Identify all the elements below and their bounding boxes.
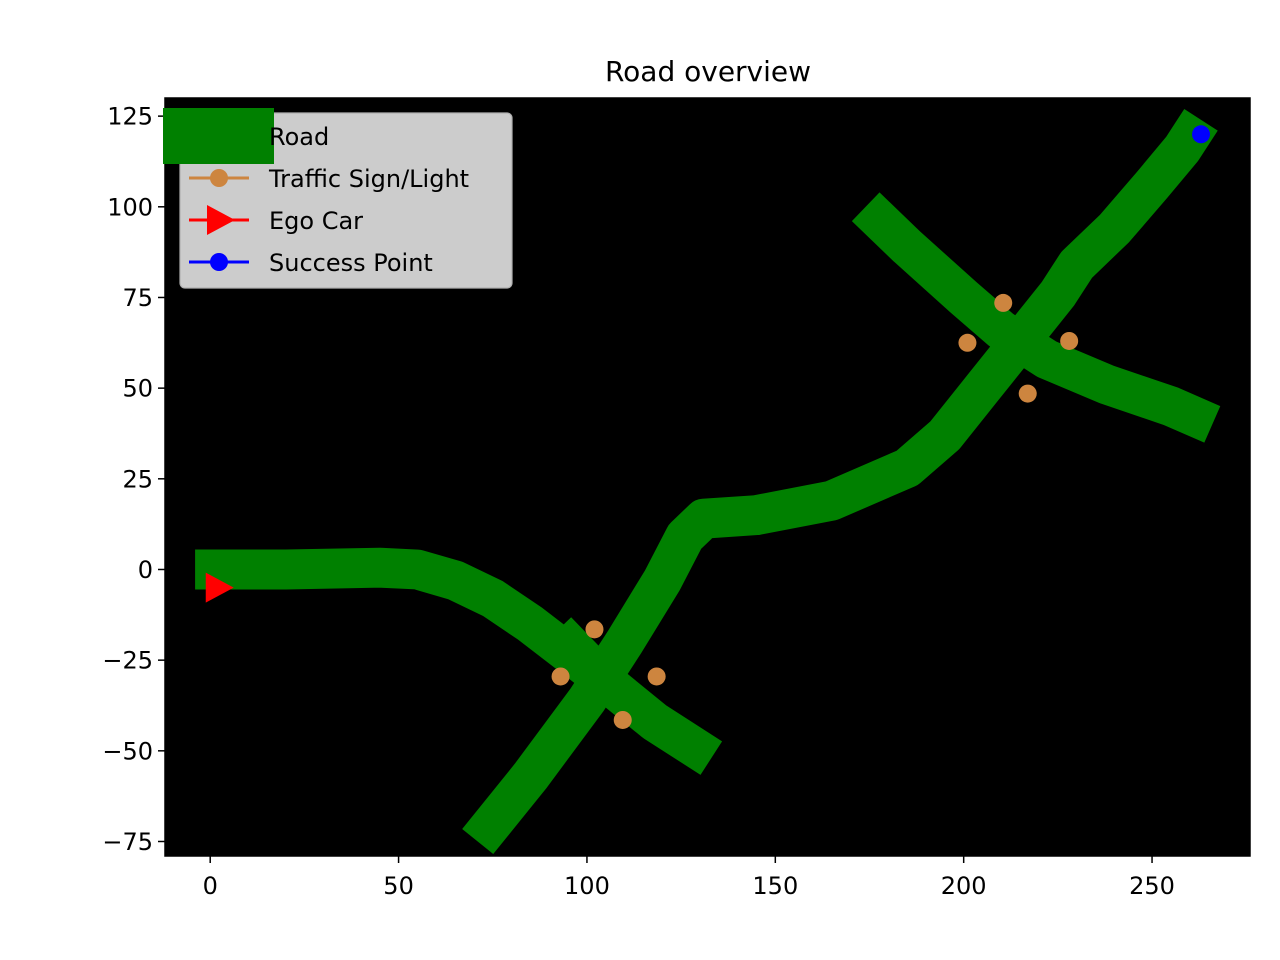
legend-entry-success-point-marker xyxy=(210,253,228,271)
traffic-sign-marker-4 xyxy=(613,710,632,729)
success-point-marker xyxy=(1192,125,1211,144)
traffic-sign-marker-1 xyxy=(585,620,604,639)
legend-entry-road-swatch xyxy=(163,108,274,164)
marker-layer xyxy=(205,125,1211,729)
traffic-sign-marker-2 xyxy=(551,667,570,686)
x-tick-label: 150 xyxy=(752,872,798,900)
traffic-sign-marker-5 xyxy=(994,293,1013,312)
y-tick-label: 50 xyxy=(122,375,153,403)
y-tick-label: 100 xyxy=(107,193,153,221)
chart-title: Road overview xyxy=(605,55,811,88)
legend-entry-road-label: Road xyxy=(269,123,329,151)
y-tick-label: −75 xyxy=(102,828,153,856)
x-tick-label: 250 xyxy=(1129,872,1175,900)
road-layer xyxy=(195,108,1221,855)
y-tick-label: 25 xyxy=(122,465,153,493)
legend-entry-traffic-sign-light-marker xyxy=(210,169,228,187)
x-tick-label: 100 xyxy=(564,872,610,900)
y-axis: −75 −50 −25 0 25 50 75 100 125 xyxy=(102,103,165,856)
x-axis: 0 50 100 150 200 250 xyxy=(203,856,1175,900)
y-tick-label: 75 xyxy=(122,284,153,312)
traffic-sign-marker-7 xyxy=(1060,331,1079,350)
y-tick-label: 125 xyxy=(107,103,153,131)
legend-entry-ego-car-marker xyxy=(207,205,235,235)
traffic-sign-marker-3 xyxy=(647,667,666,686)
x-tick-label: 200 xyxy=(941,872,987,900)
legend-items: Road Traffic Sign/Light Ego Car Success Poi… xyxy=(163,108,469,277)
traffic-sign-marker-6 xyxy=(958,333,977,352)
plot-frame xyxy=(164,97,1251,857)
road-segment-3 xyxy=(542,617,723,775)
x-tick-label: 0 xyxy=(203,872,218,900)
legend-entry-ego-car-label: Ego Car xyxy=(269,207,363,235)
ego-car-marker xyxy=(205,572,234,603)
traffic-sign-marker-8 xyxy=(1018,384,1037,403)
y-tick-label: −25 xyxy=(102,647,153,675)
y-tick-label: −50 xyxy=(102,737,153,765)
legend-entry-success-point-label: Success Point xyxy=(269,249,433,277)
x-tick-label: 50 xyxy=(383,872,414,900)
road-segment-2 xyxy=(462,108,1218,855)
legend: Road Traffic Sign/Light Ego Car Success Poi… xyxy=(163,108,513,289)
legend-entry-traffic-sign-light-label: Traffic Sign/Light xyxy=(268,165,469,193)
y-tick-label: 0 xyxy=(138,556,153,584)
road-segment-4 xyxy=(851,192,1221,443)
